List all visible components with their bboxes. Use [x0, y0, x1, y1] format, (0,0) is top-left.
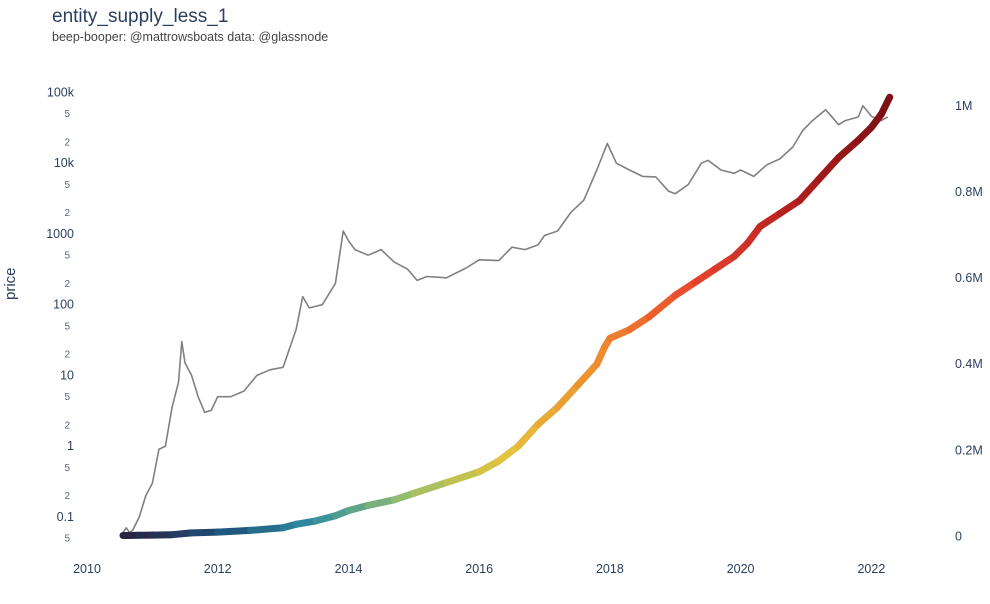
x-tick-label: 2020 [727, 562, 755, 576]
x-tick-label: 2014 [335, 562, 363, 576]
left-minor-tick-label: 5 [64, 251, 70, 262]
left-minor-tick-label: 5 [64, 534, 70, 545]
supply-segment [776, 197, 803, 217]
supply-segment [188, 528, 222, 537]
x-tick-label: 2016 [465, 562, 493, 576]
supply-segment [475, 457, 503, 476]
chart-subtitle: beep-booper: @mattrowsboats data: @glass… [52, 30, 329, 44]
right-tick-label: 1M [955, 99, 972, 113]
supply-segment [835, 136, 862, 161]
left-tick-label: 10 [60, 368, 74, 382]
supply-segment [364, 496, 398, 509]
supply-segment [534, 403, 562, 428]
supply-segment [671, 278, 699, 299]
left-minor-tick-label: 2 [64, 279, 70, 290]
supply-segment [246, 524, 287, 534]
right-tick-label: 0.6M [955, 271, 983, 285]
x-tick-label: 2010 [73, 562, 101, 576]
right-tick-label: 0 [955, 529, 962, 543]
right-tick-label: 0.2M [955, 443, 983, 457]
supply-segment [743, 222, 764, 248]
x-tick-label: 2022 [857, 562, 885, 576]
left-tick-label: 0.1 [57, 510, 74, 524]
left-minor-tick-label: 2 [64, 137, 70, 148]
supply-segment [514, 420, 542, 450]
supply-series [119, 93, 894, 539]
supply-segment [711, 253, 738, 273]
supply-segment [554, 382, 581, 411]
supply-segment [626, 313, 653, 334]
supply-segment [756, 210, 784, 230]
left-tick-label: 100k [47, 86, 75, 100]
supply-segment [815, 154, 843, 183]
left-minor-tick-label: 5 [64, 392, 70, 403]
price-line [122, 104, 889, 534]
left-minor-tick-label: 2 [64, 350, 70, 361]
supply-segment [877, 93, 894, 118]
left-tick-label: 100 [53, 298, 74, 312]
left-tick-label: 1 [67, 439, 74, 453]
left-tick-label: 10k [54, 156, 75, 170]
chart-title: entity_supply_less_1 [52, 6, 229, 27]
supply-segment [691, 265, 718, 286]
x-tick-label: 2018 [596, 562, 624, 576]
supply-segment [410, 479, 450, 497]
supply-segment [443, 468, 483, 487]
x-tick-label: 2012 [204, 562, 232, 576]
right-tick-label: 0.4M [955, 357, 983, 371]
supply-segment [645, 291, 679, 321]
left-minor-tick-label: 5 [64, 109, 70, 120]
supply-segment [606, 326, 633, 342]
price-series [122, 104, 889, 534]
left-minor-tick-label: 2 [64, 491, 70, 502]
left-minor-tick-label: 2 [64, 420, 70, 431]
supply-segment [573, 360, 601, 390]
left-minor-tick-label: 5 [64, 180, 70, 191]
x-axis-ticks: 2010 2012 2014 2016 2018 2020 2022 [73, 562, 885, 576]
left-minor-tick-label: 5 [64, 321, 70, 332]
left-tick-label: 1000 [46, 227, 74, 241]
supply-segment [495, 442, 522, 465]
left-minor-tick-label: 5 [64, 463, 70, 474]
supply-segment [796, 175, 823, 205]
supply-segment [214, 526, 254, 536]
left-axis-ticks: 0.1 1 10 100 1000 10k 100k 5 2 5 2 5 2 5 2 5 2 5 2 5 [46, 86, 75, 545]
right-axis-ticks: 0 0.2M 0.4M 0.6M 0.8M 1M [955, 99, 983, 544]
left-minor-tick-label: 2 [64, 208, 70, 219]
right-tick-label: 0.8M [955, 185, 983, 199]
